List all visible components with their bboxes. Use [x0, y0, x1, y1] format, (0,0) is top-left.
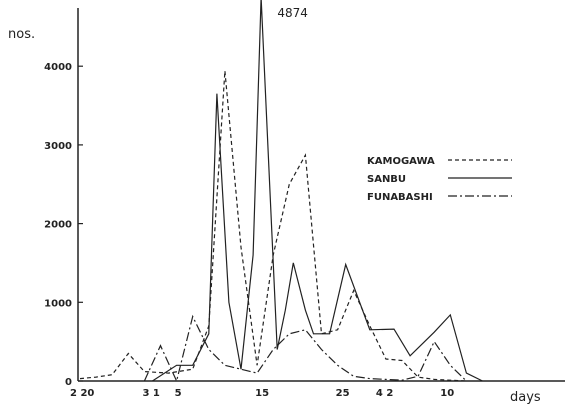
legend: KAMOGAWA SANBU FUNABASHI — [367, 156, 512, 203]
x-tick-label: 15 — [255, 388, 269, 399]
y-tick-label: 3000 — [44, 141, 72, 152]
y-axis-label: nos. — [8, 27, 35, 42]
series-group — [79, 0, 483, 383]
series-line-funabashi — [143, 314, 467, 383]
x-tick-label: 25 — [336, 388, 350, 399]
y-tick-label: 2000 — [44, 220, 72, 231]
y-ticks: 0 1000 2000 3000 4000 — [44, 62, 83, 388]
legend-label-funabashi: FUNABASHI — [367, 192, 433, 203]
y-tick-label: 1000 — [44, 298, 72, 309]
annotations: 4874 — [277, 6, 308, 20]
legend-label-kamogawa: KAMOGAWA — [367, 156, 435, 167]
x-tick-label: 2 20 — [70, 388, 94, 399]
x-axis-label: days — [510, 390, 541, 405]
series-line-kamogawa — [79, 70, 467, 382]
y-tick-label: 4000 — [44, 62, 72, 73]
legend-label-sanbu: SANBU — [367, 174, 406, 185]
x-tick-label: 5 — [175, 388, 182, 399]
peak-annotation: 4874 — [277, 6, 308, 20]
x-tick-label: 10 — [440, 388, 454, 399]
y-tick-label: 0 — [65, 377, 72, 388]
x-tick-label: 3 1 — [142, 388, 159, 399]
x-tick-label: 4 2 — [376, 388, 393, 399]
series-line-sanbu — [152, 0, 483, 382]
x-ticks: 2 20 3 1 5 15 25 4 2 10 — [70, 388, 454, 399]
axes — [77, 8, 565, 382]
